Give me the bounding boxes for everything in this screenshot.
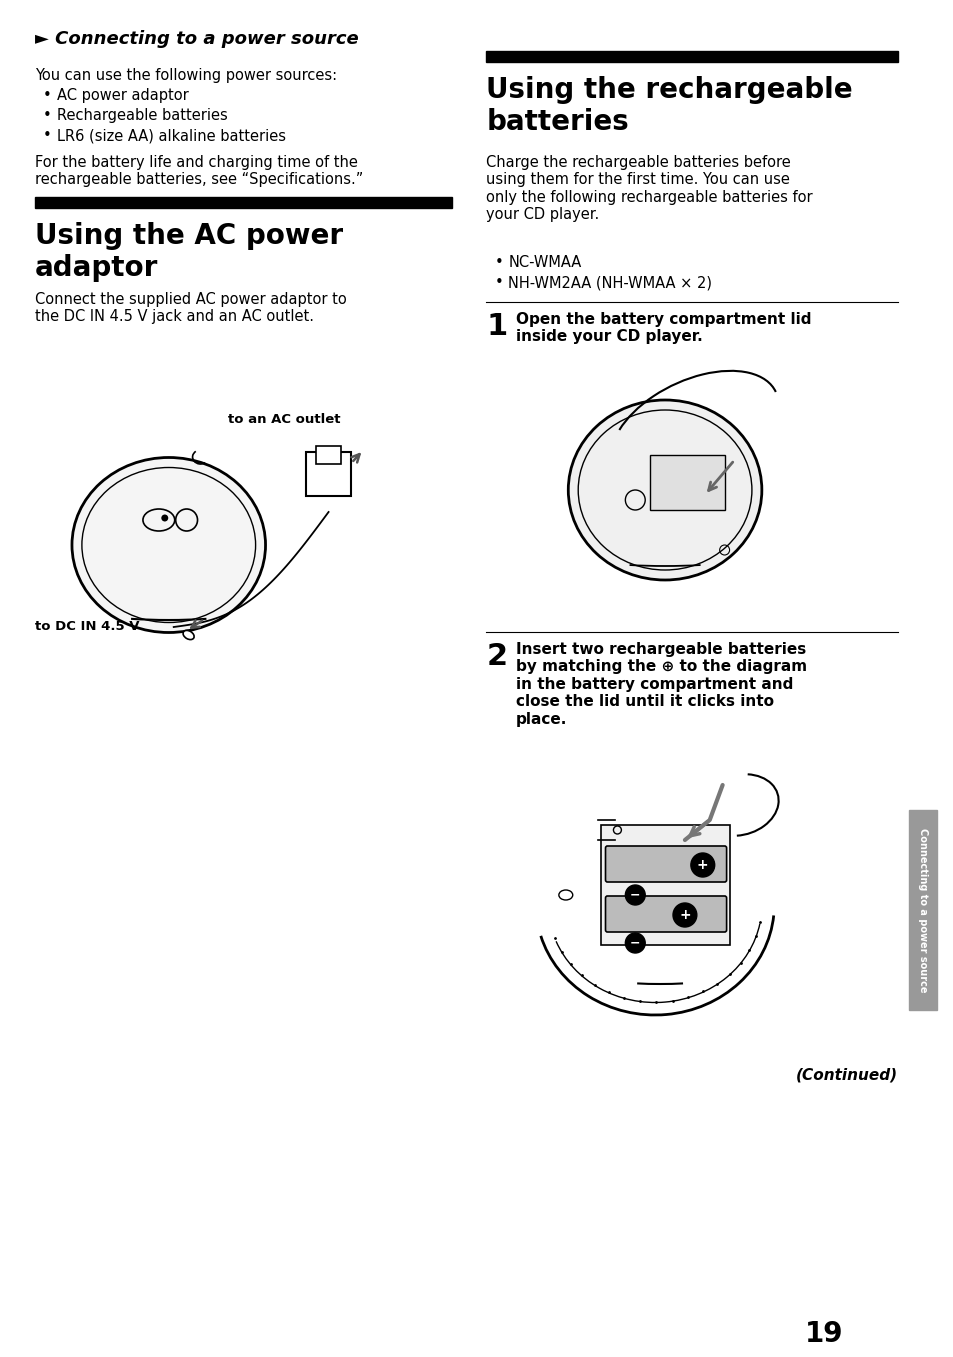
Ellipse shape xyxy=(183,631,193,639)
Circle shape xyxy=(672,902,696,927)
Bar xyxy=(908,810,936,1010)
Circle shape xyxy=(161,514,168,521)
Text: AC power adaptor: AC power adaptor xyxy=(56,88,188,103)
Text: −: − xyxy=(629,936,639,950)
Bar xyxy=(486,52,898,62)
Ellipse shape xyxy=(568,400,761,579)
Text: (Continued): (Continued) xyxy=(796,1068,898,1083)
Text: Rechargeable batteries: Rechargeable batteries xyxy=(56,109,227,123)
Text: Using the AC power
adaptor: Using the AC power adaptor xyxy=(34,223,342,282)
Text: NC-WMAA: NC-WMAA xyxy=(508,255,581,270)
Text: Open the battery compartment lid
inside your CD player.: Open the battery compartment lid inside … xyxy=(516,312,811,345)
Circle shape xyxy=(625,934,644,953)
Text: •: • xyxy=(43,109,51,123)
Text: •: • xyxy=(43,88,51,103)
Bar xyxy=(315,446,341,464)
Text: •: • xyxy=(494,255,502,270)
Ellipse shape xyxy=(71,457,265,632)
Text: ► Connecting to a power source: ► Connecting to a power source xyxy=(34,30,358,47)
Circle shape xyxy=(625,885,644,905)
Bar xyxy=(305,452,351,497)
Text: •: • xyxy=(43,128,51,142)
Text: LR6 (size AA) alkaline batteries: LR6 (size AA) alkaline batteries xyxy=(56,128,285,142)
Polygon shape xyxy=(600,825,729,944)
Circle shape xyxy=(690,854,714,877)
FancyBboxPatch shape xyxy=(650,455,724,510)
Text: Using the rechargeable
batteries: Using the rechargeable batteries xyxy=(486,76,852,137)
Text: NH-WM2AA (NH-WMAA × 2): NH-WM2AA (NH-WMAA × 2) xyxy=(508,275,712,290)
Text: Connecting to a power source: Connecting to a power source xyxy=(917,828,927,992)
Text: +: + xyxy=(679,908,690,921)
Text: •: • xyxy=(494,275,502,290)
Text: 1: 1 xyxy=(486,312,507,341)
Text: to DC IN 4.5 V: to DC IN 4.5 V xyxy=(34,620,139,632)
Ellipse shape xyxy=(558,890,572,900)
Text: Charge the rechargeable batteries before
using them for the first time. You can : Charge the rechargeable batteries before… xyxy=(486,155,812,223)
Text: +: + xyxy=(697,858,708,873)
Text: 19: 19 xyxy=(803,1320,842,1348)
FancyBboxPatch shape xyxy=(605,845,726,882)
Text: Insert two rechargeable batteries
by matching the ⊕ to the diagram
in the batter: Insert two rechargeable batteries by mat… xyxy=(516,642,806,726)
Text: You can use the following power sources:: You can use the following power sources: xyxy=(34,68,336,83)
Text: to an AC outlet: to an AC outlet xyxy=(228,413,340,426)
Text: Connect the supplied AC power adaptor to
the DC IN 4.5 V jack and an AC outlet.: Connect the supplied AC power adaptor to… xyxy=(34,292,346,324)
Bar xyxy=(34,197,451,208)
FancyBboxPatch shape xyxy=(605,896,726,932)
Text: −: − xyxy=(629,889,639,901)
Text: For the battery life and charging time of the
rechargeable batteries, see “Speci: For the battery life and charging time o… xyxy=(34,155,363,187)
Text: 2: 2 xyxy=(486,642,507,670)
